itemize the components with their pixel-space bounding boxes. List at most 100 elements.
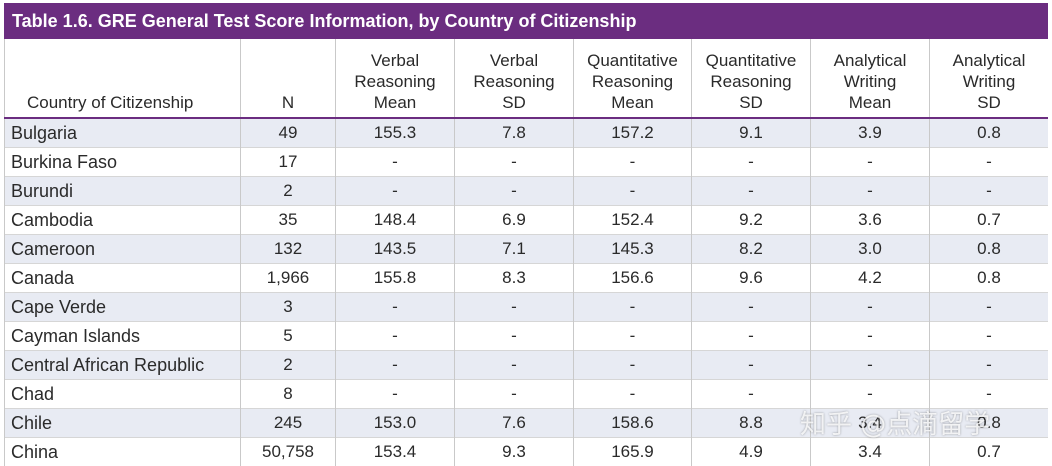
cell-n: 8 bbox=[240, 379, 336, 409]
cell-aw-mean: 3.0 bbox=[810, 234, 930, 264]
table-row: Burundi 2- - - - - - bbox=[4, 176, 1048, 206]
cell-qr-mean: - bbox=[573, 379, 692, 409]
cell-qr-mean: - bbox=[573, 321, 692, 351]
cell-vr-sd: 7.1 bbox=[454, 234, 574, 264]
cell-aw-mean: 3.4 bbox=[810, 437, 930, 466]
cell-vr-sd: - bbox=[454, 321, 574, 351]
cell-vr-mean: - bbox=[335, 321, 455, 351]
cell-country: Chile bbox=[4, 408, 241, 438]
cell-vr-mean: - bbox=[335, 379, 455, 409]
cell-vr-sd: - bbox=[454, 350, 574, 380]
cell-qr-sd: - bbox=[691, 176, 811, 206]
cell-vr-sd: 8.3 bbox=[454, 263, 574, 293]
cell-qr-mean: - bbox=[573, 147, 692, 177]
cell-vr-mean: - bbox=[335, 176, 455, 206]
cell-aw-mean: - bbox=[810, 321, 930, 351]
cell-vr-sd: 7.6 bbox=[454, 408, 574, 438]
header-row: Country of Citizenship N Verbal Reasoning… bbox=[4, 39, 1048, 119]
cell-country: Central African Republic bbox=[4, 350, 241, 380]
table-row: Cambodia 35 148.4 6.9 152.4 9.2 3.6 0.7 bbox=[4, 205, 1048, 235]
cell-country: Cameroon bbox=[4, 234, 241, 264]
header-writing-sd: Analytical Writing SD bbox=[929, 39, 1048, 119]
cell-aw-mean: 3.9 bbox=[810, 117, 930, 148]
cell-n: 5 bbox=[240, 321, 336, 351]
cell-vr-mean: 143.5 bbox=[335, 234, 455, 264]
cell-qr-sd: - bbox=[691, 379, 811, 409]
cell-vr-sd: 7.8 bbox=[454, 117, 574, 148]
cell-aw-sd: 0.8 bbox=[929, 234, 1048, 264]
cell-country: Bulgaria bbox=[4, 117, 241, 148]
cell-country: Cambodia bbox=[4, 205, 241, 235]
cell-vr-mean: 153.4 bbox=[335, 437, 455, 466]
cell-vr-sd: - bbox=[454, 147, 574, 177]
header-quant-sd: Quantitative Reasoning SD bbox=[691, 39, 811, 119]
cell-qr-mean: 156.6 bbox=[573, 263, 692, 293]
cell-n: 50,758 bbox=[240, 437, 336, 466]
cell-country: Chad bbox=[4, 379, 241, 409]
cell-aw-sd: - bbox=[929, 147, 1048, 177]
cell-aw-sd: - bbox=[929, 321, 1048, 351]
cell-aw-sd: 0.7 bbox=[929, 205, 1048, 235]
header-verbal-sd: Verbal Reasoning SD bbox=[454, 39, 574, 119]
cell-aw-sd: 0.8 bbox=[929, 263, 1048, 293]
watermark: 知乎 @点滴留学 bbox=[800, 410, 991, 440]
cell-aw-sd: - bbox=[929, 176, 1048, 206]
cell-aw-mean: - bbox=[810, 147, 930, 177]
table-row: Cameroon 132 143.5 7.1 145.3 8.2 3.0 0.8 bbox=[4, 234, 1048, 264]
cell-qr-mean: 152.4 bbox=[573, 205, 692, 235]
cell-qr-sd: 4.9 bbox=[691, 437, 811, 466]
cell-aw-sd: - bbox=[929, 292, 1048, 322]
cell-vr-mean: 153.0 bbox=[335, 408, 455, 438]
cell-n: 1,966 bbox=[240, 263, 336, 293]
cell-qr-sd: - bbox=[691, 292, 811, 322]
table-title: Table 1.6. GRE General Test Score Inform… bbox=[4, 3, 1048, 39]
table-row: Bulgaria 49 155.3 7.8 157.2 9.1 3.9 0.8 bbox=[4, 117, 1048, 148]
cell-aw-sd: 0.8 bbox=[929, 117, 1048, 148]
cell-n: 2 bbox=[240, 350, 336, 380]
cell-n: 35 bbox=[240, 205, 336, 235]
cell-qr-sd: - bbox=[691, 350, 811, 380]
cell-qr-mean: 145.3 bbox=[573, 234, 692, 264]
cell-vr-sd: - bbox=[454, 176, 574, 206]
cell-aw-sd: - bbox=[929, 350, 1048, 380]
cell-country: Canada bbox=[4, 263, 241, 293]
cell-qr-sd: - bbox=[691, 147, 811, 177]
table-row: Cayman Islands 5- - - - - - bbox=[4, 321, 1048, 351]
cell-qr-sd: 9.1 bbox=[691, 117, 811, 148]
cell-qr-mean: - bbox=[573, 176, 692, 206]
cell-n: 49 bbox=[240, 117, 336, 148]
cell-qr-mean: 157.2 bbox=[573, 117, 692, 148]
cell-qr-sd: 8.8 bbox=[691, 408, 811, 438]
header-quant-mean: Quantitative Reasoning Mean bbox=[573, 39, 692, 119]
table-row: Cape Verde 3- - - - - - bbox=[4, 292, 1048, 322]
table-row: China 50,758 153.4 9.3 165.9 4.9 3.4 0.7 bbox=[4, 437, 1048, 466]
table-row: Chile 245 153.0 7.6 158.6 8.8 3.4 0.8 bbox=[4, 408, 1048, 438]
cell-vr-sd: 9.3 bbox=[454, 437, 574, 466]
table-row: Burkina Faso 17- - - - - - bbox=[4, 147, 1048, 177]
cell-aw-sd: 0.8 bbox=[929, 408, 1048, 438]
cell-aw-mean: 3.4 bbox=[810, 408, 930, 438]
score-table: Country of Citizenship N Verbal Reasoning… bbox=[4, 39, 1048, 466]
cell-aw-mean: - bbox=[810, 292, 930, 322]
cell-qr-mean: - bbox=[573, 350, 692, 380]
cell-country: Cape Verde bbox=[4, 292, 241, 322]
cell-qr-mean: 165.9 bbox=[573, 437, 692, 466]
cell-vr-mean: - bbox=[335, 147, 455, 177]
table-row: Chad 8- - - - - - bbox=[4, 379, 1048, 409]
cell-n: 2 bbox=[240, 176, 336, 206]
cell-aw-mean: 3.6 bbox=[810, 205, 930, 235]
cell-n: 3 bbox=[240, 292, 336, 322]
cell-vr-mean: - bbox=[335, 350, 455, 380]
cell-vr-sd: - bbox=[454, 292, 574, 322]
cell-country: Burundi bbox=[4, 176, 241, 206]
cell-qr-sd: - bbox=[691, 321, 811, 351]
table-row: Canada 1,966 155.8 8.3 156.6 9.6 4.2 0.8 bbox=[4, 263, 1048, 293]
cell-aw-mean: 4.2 bbox=[810, 263, 930, 293]
cell-aw-mean: - bbox=[810, 379, 930, 409]
cell-vr-mean: 148.4 bbox=[335, 205, 455, 235]
header-verbal-mean: Verbal Reasoning Mean bbox=[335, 39, 455, 119]
cell-vr-mean: - bbox=[335, 292, 455, 322]
cell-qr-mean: 158.6 bbox=[573, 408, 692, 438]
header-n: N bbox=[240, 39, 336, 119]
cell-qr-sd: 9.2 bbox=[691, 205, 811, 235]
